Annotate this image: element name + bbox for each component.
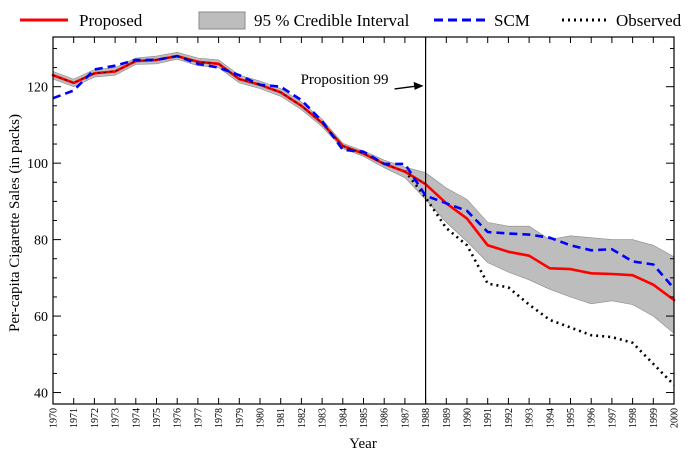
x-tick-label: 1985 — [359, 408, 370, 428]
x-tick-label: 1973 — [111, 408, 122, 428]
x-tick-label: 1978 — [214, 408, 225, 428]
x-tick-label: 1990 — [463, 408, 474, 428]
x-tick-label: 2000 — [670, 408, 681, 428]
x-tick-label: 1979 — [235, 408, 246, 428]
y-axis-title: Per-capita Cigarette Sales (in packs) — [7, 114, 23, 332]
credible-interval-band — [52, 51, 675, 334]
x-tick-label: 1986 — [380, 408, 391, 428]
legend-label-scm: SCM — [494, 11, 530, 30]
x-tick-label: 1989 — [442, 408, 453, 428]
legend-label-observed: Observed — [616, 11, 682, 30]
x-tick-label: 1980 — [256, 408, 267, 428]
x-tick-label: 1972 — [90, 408, 101, 428]
proposed-pre-period-overlay — [52, 55, 426, 185]
x-tick-label: 1999 — [649, 408, 660, 428]
x-tick-label: 1991 — [483, 408, 494, 428]
annotation-arrowhead — [413, 81, 424, 90]
x-axis-title: Year — [349, 436, 377, 452]
x-tick-label: 1977 — [193, 408, 204, 428]
scm-line — [52, 54, 675, 290]
plot-area: Proposition 99 40 60 80 100 120 1970 1971 1972 19… — [27, 36, 681, 428]
x-tick-label: 1998 — [628, 408, 639, 428]
annotation-label: Proposition 99 — [301, 72, 389, 88]
x-tick-label: 1997 — [607, 408, 618, 428]
plot-frame — [52, 36, 675, 405]
x-tick-label: 1995 — [566, 408, 577, 428]
y-tick-label: 120 — [27, 81, 48, 96]
legend-swatch-interval — [198, 11, 246, 30]
annotation-arrow-shaft — [394, 85, 418, 90]
x-tick-label: 1983 — [318, 408, 329, 428]
y-tick-label: 40 — [34, 387, 48, 402]
x-tick-label: 1992 — [504, 408, 515, 428]
x-tick-label: 1971 — [69, 408, 80, 428]
x-tick-label: 1987 — [400, 408, 411, 428]
x-tick-label: 1974 — [131, 408, 142, 428]
y-tick-label: 100 — [27, 157, 48, 172]
x-tick-label: 1982 — [297, 408, 308, 428]
x-tick-label: 1993 — [525, 408, 536, 428]
x-tick-label: 1994 — [545, 408, 556, 428]
x-tick-label: 1970 — [49, 408, 60, 428]
y-tick-label: 80 — [34, 234, 48, 249]
x-tick-label: 1988 — [421, 408, 432, 428]
legend: Proposed 95 % Credible Interval SCM Obse… — [20, 11, 682, 30]
x-tick-label: 1996 — [587, 408, 598, 428]
legend-label-proposed: Proposed — [79, 11, 143, 30]
legend-label-interval: 95 % Credible Interval — [254, 11, 410, 30]
x-tick-label: 1976 — [173, 408, 184, 428]
x-tick-label: 1981 — [276, 408, 287, 428]
x-tick-label: 1984 — [338, 408, 349, 428]
y-tick-label: 60 — [34, 310, 48, 325]
x-tick-label: 1975 — [152, 408, 163, 428]
